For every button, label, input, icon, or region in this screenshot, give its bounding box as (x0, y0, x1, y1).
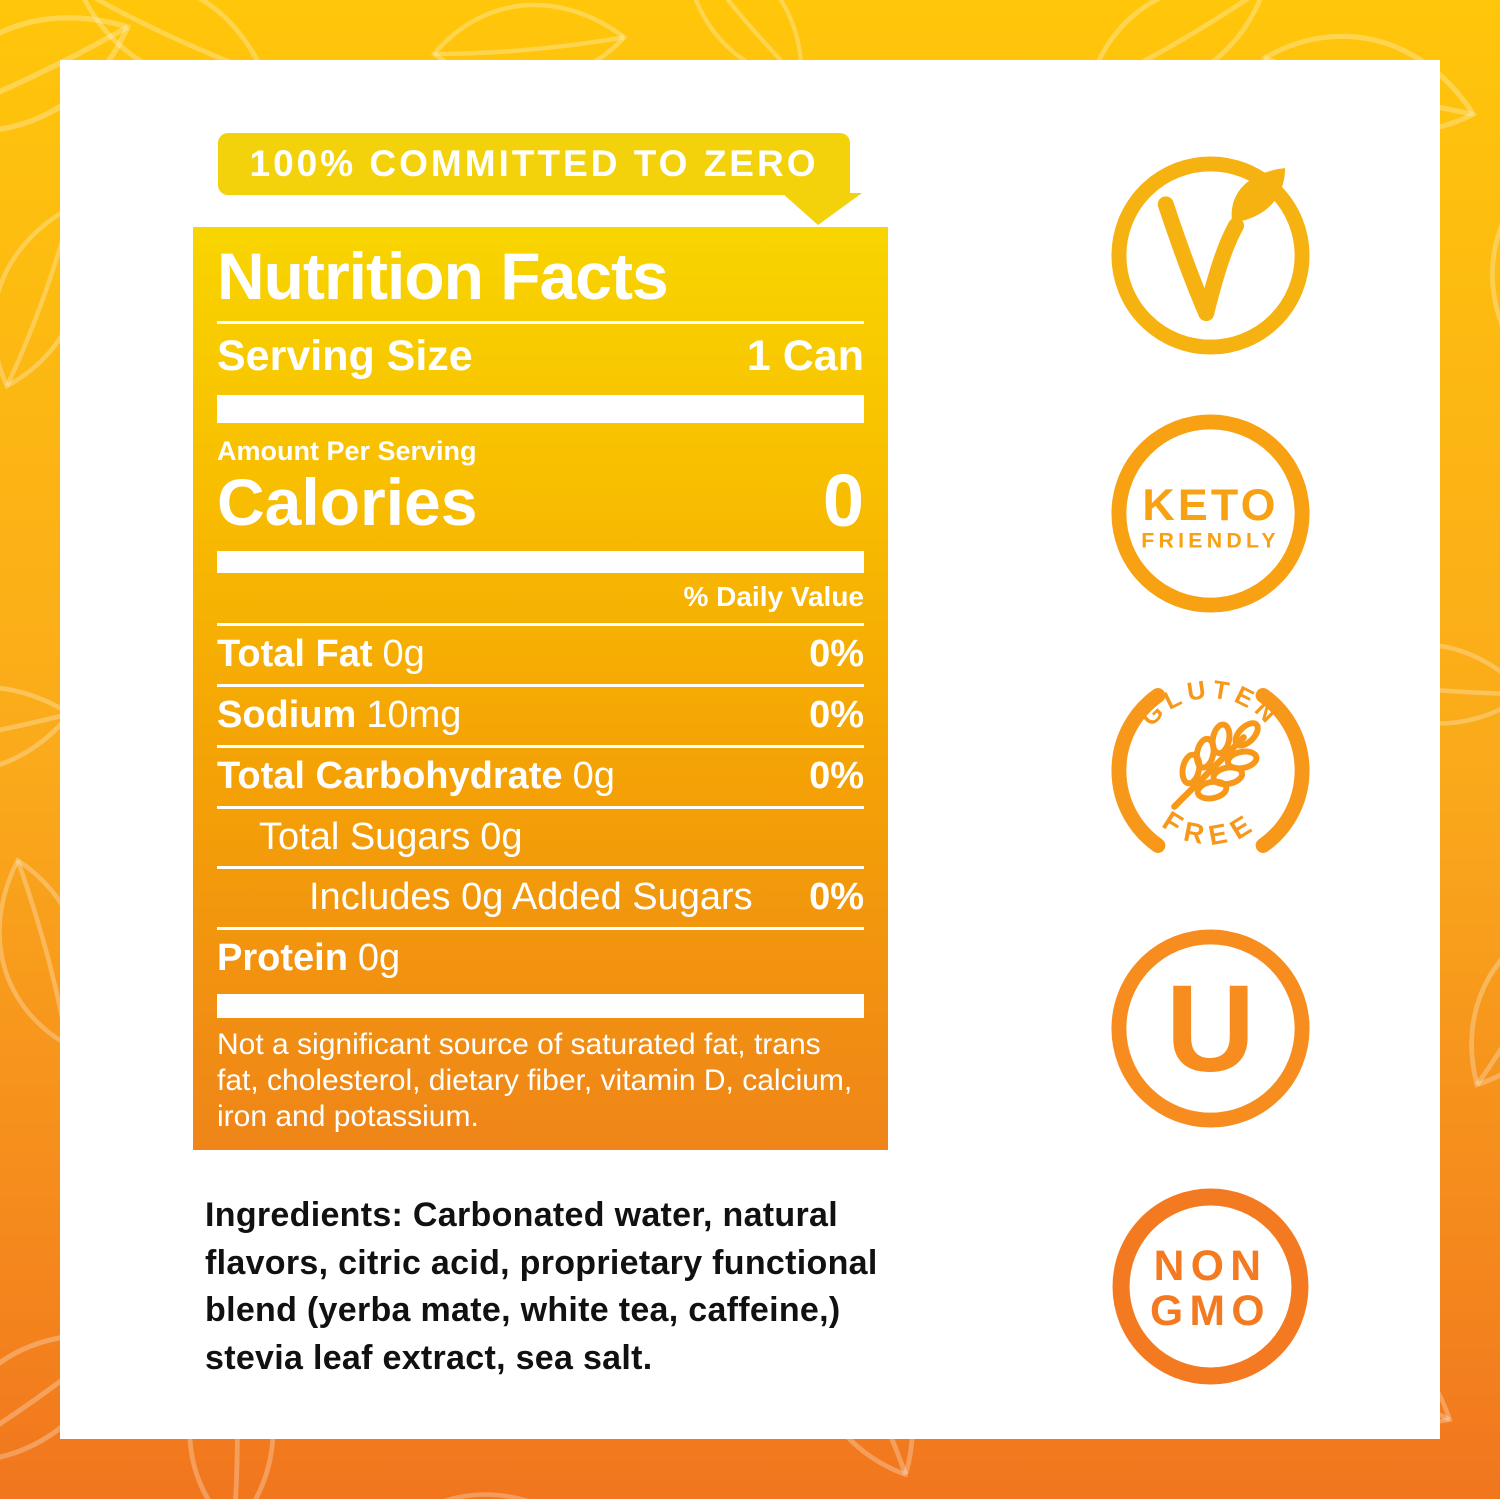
divider (217, 927, 864, 931)
keto-text: KETO (1142, 481, 1278, 530)
nutrient-row-protein: Protein 0g (217, 930, 864, 988)
keto-badge: KETO FRIENDLY (1104, 407, 1317, 620)
divider (217, 866, 864, 870)
thick-bar (217, 551, 864, 574)
nutrient-row-total-sugars: Total Sugars 0g (217, 809, 864, 867)
nutrient-amount: 10mg (366, 694, 462, 737)
nutrient-row-added-sugars: Includes 0g Added Sugars 0% (217, 869, 864, 927)
gluten-free-badge: GLUTEN FREE (1104, 664, 1317, 877)
nutrient-name: Protein (217, 937, 348, 980)
thick-bar (217, 994, 864, 1018)
nutrient-row-total-fat: Total Fat 0g 0% (217, 626, 864, 684)
nutrient-amount: 0g (382, 633, 425, 676)
gluten-arc-right (1255, 688, 1310, 853)
nutrient-dv: 0% (809, 694, 864, 737)
kosher-badge: U (1104, 922, 1317, 1135)
serving-size-row: Serving Size 1 Can (217, 332, 864, 380)
footnote: Not a significant source of saturated fa… (217, 1028, 853, 1133)
nutrient-name: Total Sugars (259, 815, 471, 858)
nutrient-name: Total Fat (217, 633, 373, 676)
divider (217, 684, 864, 688)
calories-label: Calories (217, 465, 478, 540)
serving-size-label: Serving Size (217, 332, 473, 380)
non-gmo-badge: NON GMO (1104, 1180, 1317, 1393)
banner-text: 100% COMMITTED TO ZERO (249, 143, 819, 184)
nutrition-facts-label: Nutrition Facts Serving Size 1 Can Amoun… (193, 227, 888, 1150)
vegan-v-right (1198, 217, 1245, 321)
vegan-circle (1111, 156, 1310, 355)
nutrient-amount: 0g (572, 754, 615, 797)
daily-value-header: % Daily Value (683, 581, 864, 613)
keto-friendly-text: FRIENDLY (1141, 529, 1280, 553)
banner-arrow-icon (782, 177, 862, 225)
nutrient-name: Includes 0g Added Sugars (309, 876, 753, 919)
kosher-circle (1111, 929, 1310, 1128)
vegan-v-left (1157, 196, 1215, 321)
thick-bar (217, 395, 864, 424)
gmo-text: GMO (1150, 1287, 1271, 1335)
non-gmo-circle (1112, 1188, 1309, 1385)
gluten-arc-left (1111, 688, 1166, 853)
calories-row: Calories 0 (217, 459, 864, 543)
nutrient-dv: 0% (809, 754, 864, 797)
free-text: FREE (1157, 805, 1263, 852)
committed-banner: 100% COMMITTED TO ZERO (218, 133, 850, 195)
vegan-badge (1104, 149, 1317, 362)
nutrient-name: Sodium (217, 694, 357, 737)
divider (217, 321, 864, 324)
calories-value: 0 (822, 459, 864, 543)
leaf-icon (1231, 168, 1286, 222)
nutrient-amount: 0g (357, 937, 401, 980)
nutrient-dv: 0% (809, 876, 864, 919)
serving-size-value: 1 Can (746, 332, 864, 380)
nutrient-row-total-carbohydrate: Total Carbohydrate 0g 0% (217, 748, 864, 806)
gluten-text: GLUTEN (1135, 675, 1285, 732)
amount-per-serving: Amount Per Serving (217, 436, 477, 467)
nutrient-name: Total Carbohydrate (217, 754, 563, 797)
kosher-u-text: U (1166, 960, 1255, 1098)
divider (217, 623, 864, 627)
ingredients-text: Ingredients: Carbonated water, natural f… (205, 1196, 878, 1377)
nutrient-amount: 0g (480, 815, 523, 858)
divider (217, 744, 864, 748)
nutrition-title: Nutrition Facts (217, 239, 669, 313)
keto-circle (1111, 414, 1310, 613)
nutrient-dv: 0% (809, 633, 864, 676)
non-text: NON (1154, 1242, 1268, 1290)
nutrient-row-sodium: Sodium 10mg 0% (217, 687, 864, 745)
divider (217, 805, 864, 809)
wheat-icon (1171, 720, 1261, 810)
